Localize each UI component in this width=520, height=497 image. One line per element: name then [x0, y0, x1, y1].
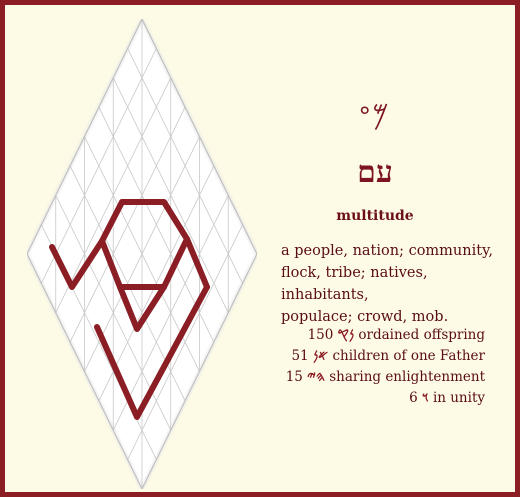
- numerology-row: 15 𐤄𐤉 sharing enlightenment: [255, 367, 485, 388]
- numerology-value: 51: [291, 348, 309, 364]
- numerology-meaning: ordained offspring: [358, 327, 485, 343]
- numerology-glyph: 𐤍𐤒: [337, 327, 355, 343]
- numerology-row: 51 𐤀𐤍 children of one Father: [255, 346, 485, 367]
- definition-text: a people, nation; community, flock, trib…: [281, 240, 503, 328]
- numerology-value: 6: [409, 390, 418, 406]
- numerology-row: 6 𐤅 in unity: [255, 388, 485, 409]
- hebrew-word: עם: [357, 155, 393, 190]
- numerology-glyph: 𐤀𐤍: [312, 348, 329, 364]
- definition-line: populace; crowd, mob.: [281, 309, 449, 325]
- definition-line: a people, nation; community,: [281, 243, 493, 259]
- numerology-glyph: 𐤄𐤉: [307, 369, 325, 385]
- numerology-meaning: sharing enlightenment: [329, 369, 485, 385]
- numerology-value: 15: [285, 369, 303, 385]
- stroke-inner-v: [117, 284, 167, 332]
- numerology-glyph: 𐤅: [422, 390, 429, 406]
- ancient-script-word: 𐤌𐤏: [359, 97, 391, 132]
- word-gloss: multitude: [336, 208, 414, 224]
- numerology-meaning: children of one Father: [332, 348, 485, 364]
- definition-line: flock, tribe; natives, inhabitants,: [281, 265, 428, 303]
- numerology-row: 150 𐤍𐤒 ordained offspring: [255, 325, 485, 346]
- numerology-meaning: in unity: [432, 390, 485, 406]
- stroke-bottom-v: [94, 284, 210, 420]
- stroke-hexagon-lower: [99, 236, 190, 290]
- letter-strokes: [49, 199, 210, 420]
- diamond-lattice-figure: [27, 19, 257, 489]
- numerology-value: 150: [307, 327, 334, 343]
- numerology-list: 150 𐤍𐤒 ordained offspring 51 𐤀𐤍 children…: [255, 325, 485, 409]
